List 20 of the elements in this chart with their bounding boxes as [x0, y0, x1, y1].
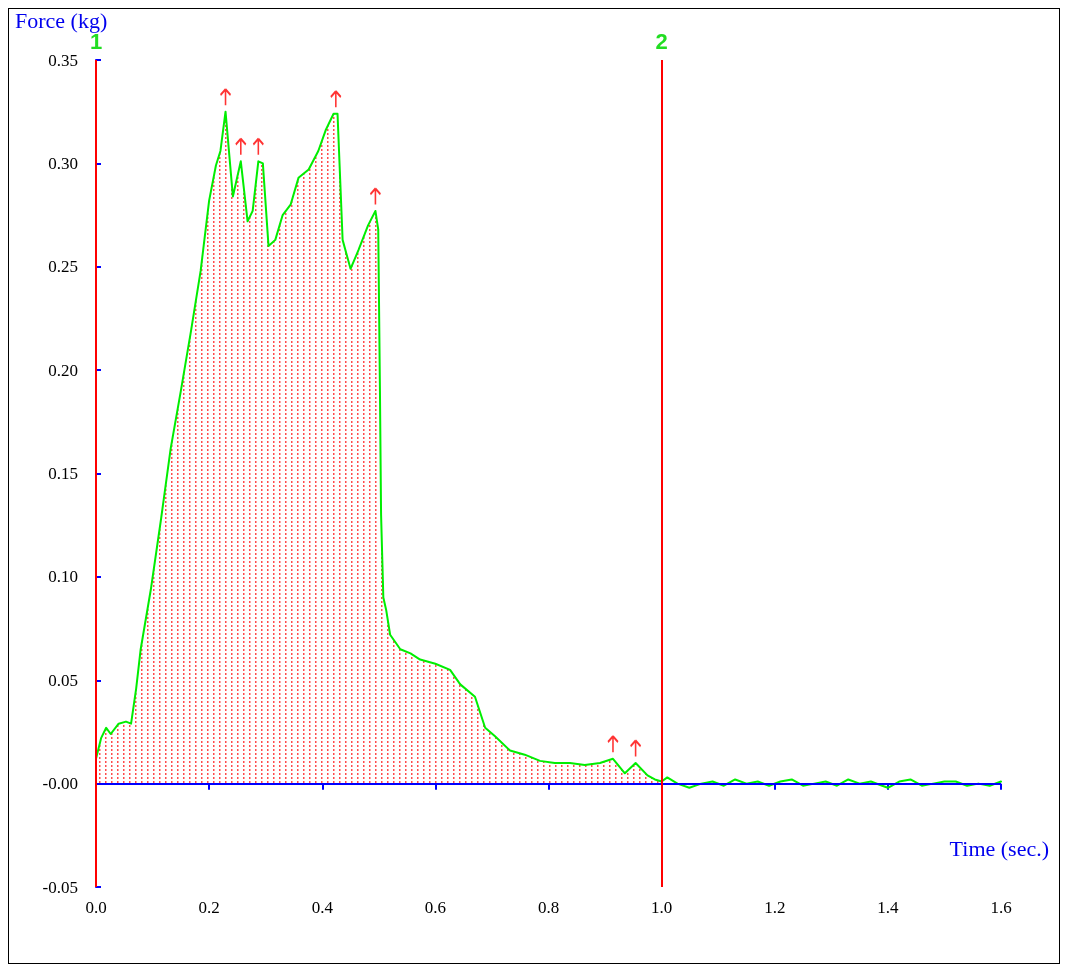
- y-tick-label: 0.35: [48, 50, 78, 70]
- annotation: 2: [655, 28, 668, 54]
- y-tick-label: 0.30: [48, 153, 78, 173]
- x-tick-label: 0.6: [424, 898, 446, 917]
- y-tick-label: -0.05: [42, 877, 78, 897]
- y-tick-label: 0.20: [48, 360, 78, 380]
- x-tick-label: 1.0: [651, 898, 673, 917]
- x-tick-label: 0.0: [85, 898, 107, 917]
- y-tick-label: 0.15: [48, 464, 78, 483]
- x-tick-label: 0.4: [311, 898, 334, 917]
- x-tick-label: 1.2: [764, 898, 786, 917]
- x-tick-label: 1.6: [990, 898, 1012, 917]
- y-tick-label: 0.10: [48, 567, 78, 587]
- y-tick-label: -0.00: [42, 774, 78, 794]
- y-tick-label: 0.25: [48, 257, 78, 277]
- x-tick-label: 0.2: [198, 898, 220, 917]
- x-tick-label: 1.4: [877, 898, 899, 917]
- y-tick-label: 0.05: [48, 670, 78, 690]
- x-tick-label: 0.8: [537, 898, 560, 917]
- x-axis-title: Time (sec.): [949, 835, 1050, 861]
